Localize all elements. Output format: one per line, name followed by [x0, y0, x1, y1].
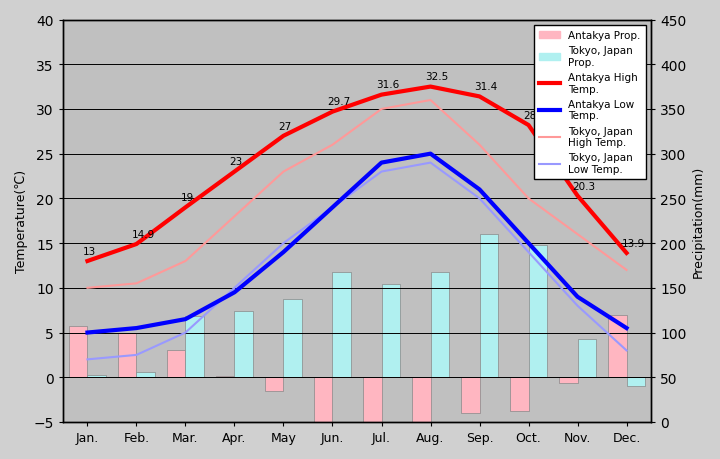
Bar	[608, 315, 626, 377]
Bar	[577, 339, 596, 377]
Text: 32.5: 32.5	[426, 72, 449, 82]
Bar	[87, 375, 106, 377]
Bar	[314, 377, 333, 422]
Text: 14.9: 14.9	[132, 230, 155, 239]
Bar	[118, 333, 137, 377]
Bar	[216, 376, 235, 377]
Bar	[528, 246, 547, 377]
Bar	[559, 377, 577, 383]
Text: 29.7: 29.7	[328, 97, 351, 107]
Bar	[137, 372, 155, 377]
Text: 13: 13	[83, 246, 96, 256]
Text: 20.3: 20.3	[572, 181, 595, 191]
Text: 28.2: 28.2	[523, 111, 547, 121]
Text: 31.4: 31.4	[474, 82, 498, 92]
Bar	[235, 311, 253, 377]
Bar	[167, 350, 186, 377]
Text: 13.9: 13.9	[621, 238, 645, 248]
Bar	[382, 285, 400, 377]
Y-axis label: Temperature(℃): Temperature(℃)	[15, 170, 28, 273]
Bar	[363, 377, 382, 422]
Bar	[412, 377, 431, 422]
Bar	[431, 272, 449, 377]
Legend: Antakya Prop., Tokyo, Japan
Prop., Antakya High
Temp., Antakya Low
Temp., Tokyo,: Antakya Prop., Tokyo, Japan Prop., Antak…	[534, 26, 646, 180]
Bar	[284, 299, 302, 377]
Bar	[333, 272, 351, 377]
Bar	[186, 317, 204, 377]
Bar	[69, 326, 87, 377]
Bar	[480, 235, 498, 377]
Text: 19: 19	[181, 193, 194, 203]
Bar	[461, 377, 480, 413]
Bar	[265, 377, 284, 391]
Bar	[510, 377, 528, 411]
Text: 27: 27	[279, 121, 292, 131]
Text: 31.6: 31.6	[377, 80, 400, 90]
Text: 23: 23	[230, 157, 243, 167]
Bar	[626, 377, 645, 386]
Y-axis label: Precipitation(mm): Precipitation(mm)	[692, 165, 705, 277]
